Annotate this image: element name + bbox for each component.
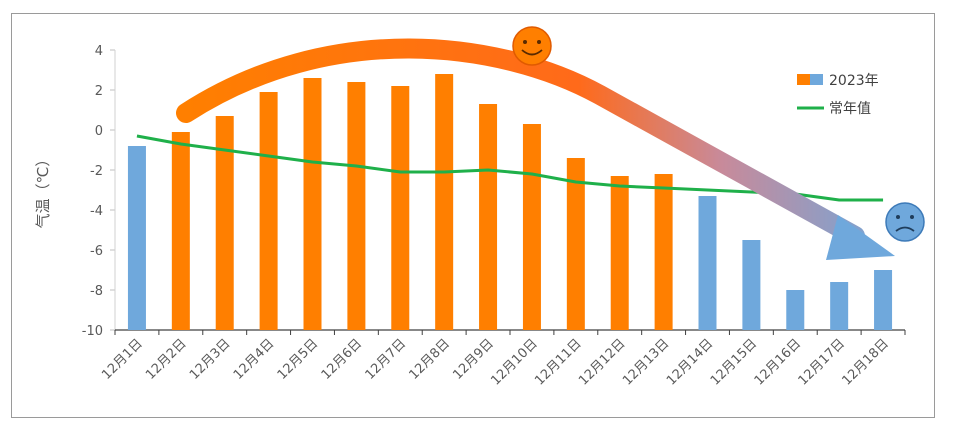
x-tick-label: 12月17日: [796, 336, 848, 388]
bar: [654, 174, 673, 330]
frowning-face-icon: [885, 202, 925, 242]
x-tick-label: 12月12日: [576, 336, 628, 388]
trend-arrow: [176, 38, 895, 260]
bar: [215, 116, 234, 330]
x-tick-label: 12月18日: [839, 336, 891, 388]
bar: [171, 132, 190, 330]
bar: [259, 92, 278, 330]
x-tick-label: 12月13日: [620, 336, 672, 388]
x-tick-label: 12月1日: [99, 336, 146, 383]
legend-label-2023: 2023年: [829, 73, 879, 89]
x-tick-label: 12月16日: [752, 336, 804, 388]
bar: [303, 78, 322, 330]
bar: [479, 104, 498, 330]
bar: [566, 158, 585, 330]
x-tick-label: 12月5日: [275, 336, 322, 383]
bar: [874, 270, 893, 330]
y-tick-label: 0: [95, 124, 103, 139]
y-tick-label: 4: [95, 44, 103, 59]
x-tick-label: 12月15日: [708, 336, 760, 388]
legend-swatch-blue: [810, 74, 823, 85]
y-tick-label: -2: [90, 164, 103, 179]
chart-frame: [11, 13, 935, 418]
y-axis-title: 气温（℃）: [34, 152, 52, 229]
bar: [786, 290, 805, 330]
bar: [127, 146, 146, 330]
x-tick-label: 12月10日: [488, 336, 540, 388]
legend-swatch-orange: [797, 74, 810, 85]
bar: [522, 124, 541, 330]
x-tick-label: 12月11日: [532, 336, 584, 388]
y-tick-label: -8: [90, 284, 103, 299]
x-tick-label: 12月8日: [406, 336, 453, 383]
y-tick-label: -6: [90, 244, 103, 259]
y-tick-label: 2: [95, 84, 103, 99]
x-tick-label: 12月14日: [664, 336, 716, 388]
legend-label-normal: 常年值: [829, 101, 871, 117]
bar: [698, 196, 717, 330]
bar: [347, 82, 366, 330]
x-tick-label: 12月7日: [363, 336, 410, 383]
y-tick-label: -10: [82, 324, 103, 339]
legend: 2023年 常年值: [797, 73, 879, 117]
bar: [435, 74, 454, 330]
x-tick-label: 12月2日: [143, 336, 190, 383]
bar: [391, 86, 410, 330]
x-tick-label: 12月6日: [319, 336, 366, 383]
x-tick-label: 12月3日: [187, 336, 234, 383]
bar: [610, 176, 629, 330]
bar: [742, 240, 761, 330]
x-tick-label: 12月4日: [231, 336, 278, 383]
bar: [830, 282, 849, 330]
smiling-face-icon: [512, 26, 552, 66]
y-tick-label: -4: [90, 204, 103, 219]
bars-layer: [127, 74, 893, 330]
